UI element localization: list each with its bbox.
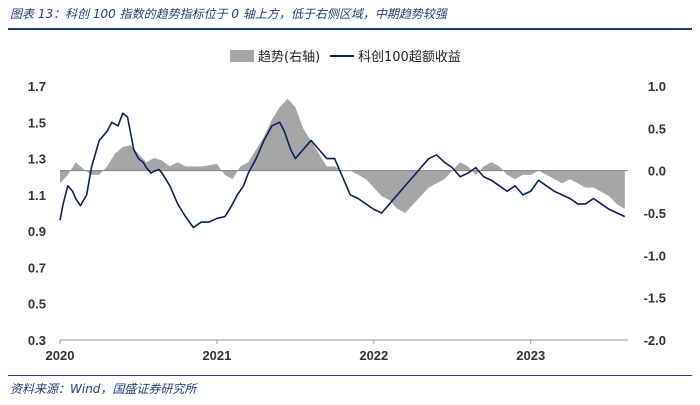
plot-area: 2020 2021 2022 2023 1.7 1.5 1.3 1.1 0.9 0.7 0.5 0.3… bbox=[28, 79, 666, 363]
legend-area-label: 趋势(右轴) bbox=[258, 49, 320, 65]
right-tick-label: 0.5 bbox=[648, 121, 666, 136]
right-tick-label: 1.0 bbox=[648, 79, 666, 94]
right-tick-label: -1.0 bbox=[644, 248, 666, 263]
left-tick-label: 1.5 bbox=[28, 115, 46, 130]
left-tick-label: 1.1 bbox=[28, 188, 46, 203]
x-tick-label: 2020 bbox=[46, 348, 75, 363]
legend-area-swatch bbox=[230, 50, 254, 62]
x-tick-label: 2021 bbox=[202, 348, 231, 363]
right-tick-label: -1.5 bbox=[644, 291, 666, 306]
source-rule bbox=[8, 375, 692, 376]
legend: 趋势(右轴) 科创100超额收益 bbox=[230, 49, 461, 65]
chart-title: 图表 13：科创 100 指数的趋势指标位于 0 轴上方，低于右侧区域，中期趋势… bbox=[10, 7, 447, 21]
trend-area bbox=[60, 98, 625, 213]
left-tick-label: 0.9 bbox=[28, 224, 46, 239]
left-tick-label: 1.7 bbox=[28, 79, 46, 94]
left-tick-label: 0.5 bbox=[28, 297, 46, 312]
x-tick-label: 2023 bbox=[516, 348, 545, 363]
legend-line-label: 科创100超额收益 bbox=[358, 50, 461, 65]
right-tick-label: 0.0 bbox=[648, 164, 666, 179]
left-tick-label: 0.7 bbox=[28, 260, 46, 275]
excess-return-line bbox=[59, 112, 626, 229]
x-tick-label: 2022 bbox=[359, 348, 388, 363]
title-rule bbox=[8, 28, 692, 30]
right-tick-label: -0.5 bbox=[644, 206, 666, 221]
right-tick-label: -2.0 bbox=[644, 333, 666, 348]
left-tick-label: 0.3 bbox=[28, 333, 46, 348]
left-tick-label: 1.3 bbox=[28, 152, 46, 167]
source-note: 资料来源：Wind，国盛证券研究所 bbox=[10, 382, 197, 396]
